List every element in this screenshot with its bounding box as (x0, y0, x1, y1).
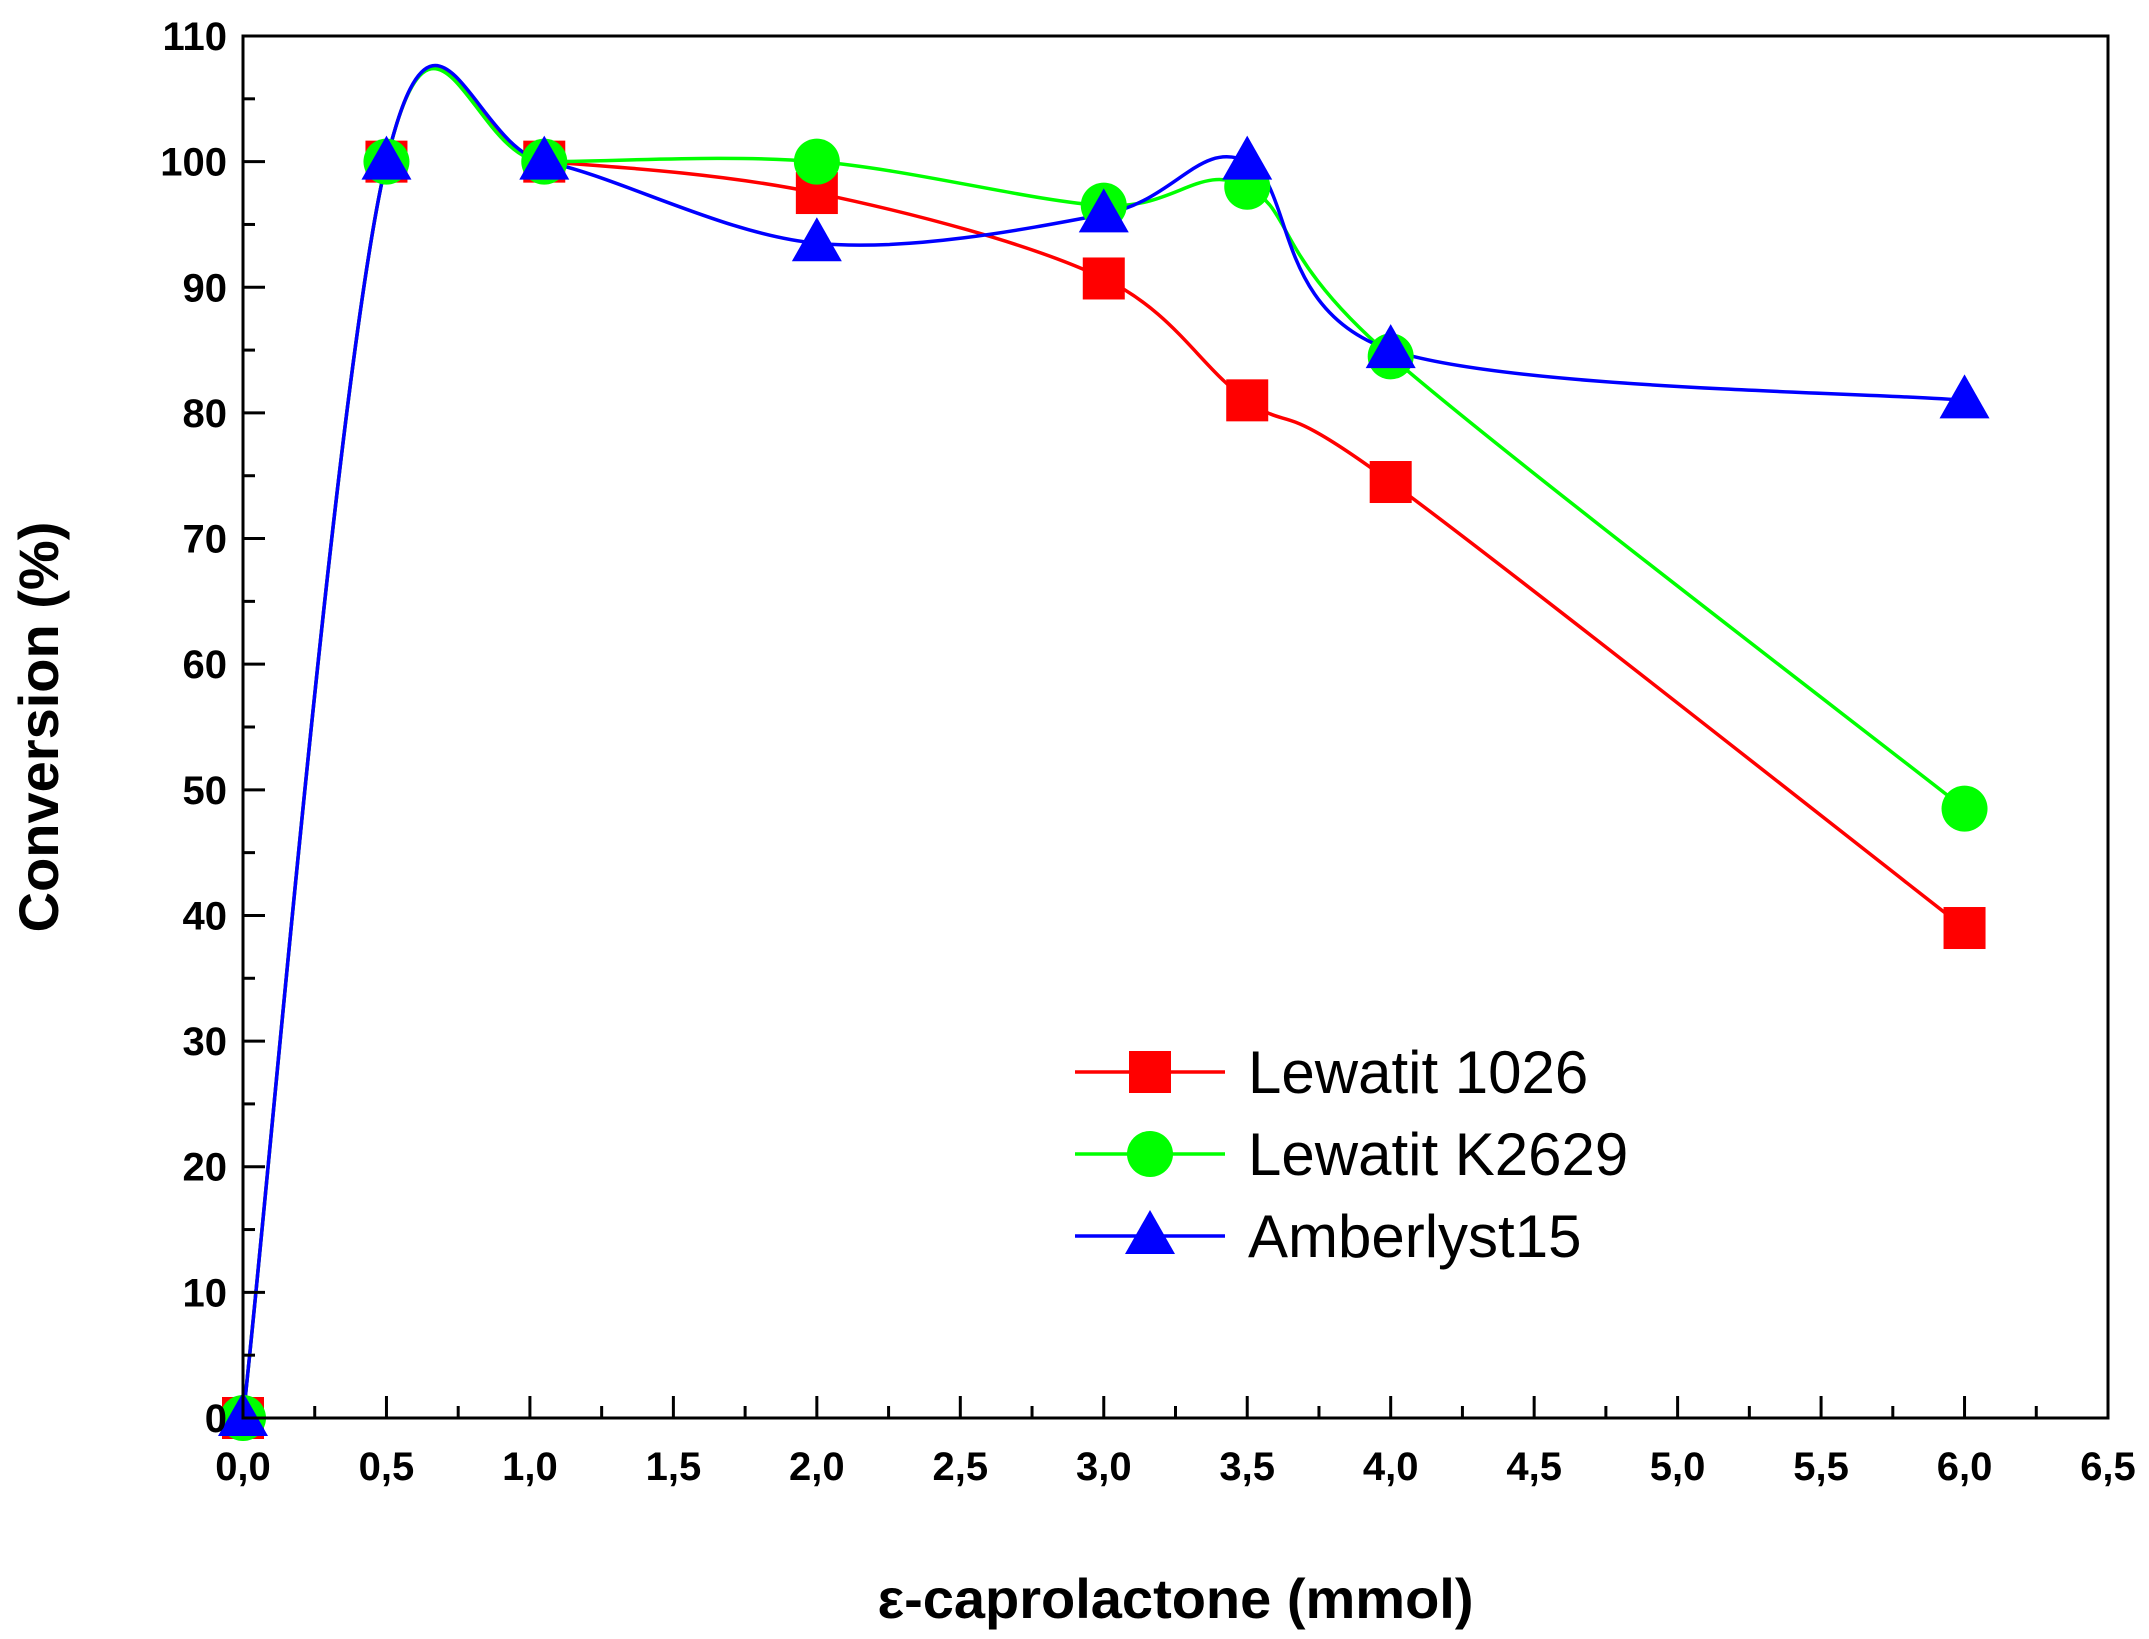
x-tick-label: 4,5 (1506, 1445, 1562, 1489)
legend-marker (1125, 1210, 1175, 1254)
y-axis-ticks: 0 10 20 30 40 50 60 70 80 90 100 110 (160, 15, 265, 1441)
y-tick-label: 20 (183, 1146, 228, 1190)
x-tick-label: 1,0 (502, 1445, 558, 1489)
x-tick-label: 2,0 (789, 1445, 845, 1489)
data-point-series-0 (1369, 461, 1412, 504)
x-tick-label: 4,0 (1363, 1445, 1419, 1489)
x-tick-label: 0,5 (359, 1445, 415, 1489)
y-tick-label: 110 (162, 15, 227, 59)
y-tick-label: 60 (183, 643, 228, 687)
data-point-series-2 (791, 217, 842, 262)
data-point-series-2 (1222, 135, 1273, 180)
data-point-series-0 (1082, 257, 1125, 300)
x-axis-ticks: 0,0 0,5 1,0 1,5 2,0 2,5 3,0 3,5 4,0 4,5 5,0 5,5 6,0 6… (215, 1396, 2136, 1489)
data-point-series-0 (1943, 907, 1986, 950)
y-tick-label: 80 (183, 392, 228, 436)
y-tick-label: 100 (160, 141, 227, 185)
y-tick-label: 70 (183, 518, 228, 562)
y-tick-label: 90 (183, 266, 228, 310)
y-tick-label: 10 (183, 1271, 228, 1315)
x-tick-label: 3,5 (1219, 1445, 1275, 1489)
y-tick-label: 40 (183, 894, 228, 938)
y-axis-title: Conversion (%) (7, 522, 70, 933)
x-axis-title: ε-caprolactone (mmol) (878, 1567, 1474, 1630)
data-point-series-0 (1226, 379, 1269, 422)
data-point-series-2 (519, 135, 570, 180)
legend-label: Lewatit 1026 (1248, 1039, 1588, 1106)
plot-frame (241, 34, 2110, 1420)
data-point-series-1 (1941, 785, 1988, 832)
x-tick-label: 5,5 (1793, 1445, 1849, 1489)
legend: Lewatit 1026 Lewatit K2629 Amberlyst15 (1075, 1039, 1628, 1270)
y-tick-label: 0 (205, 1397, 227, 1441)
x-tick-label: 1,5 (646, 1445, 702, 1489)
data-point-series-2 (361, 135, 412, 180)
x-tick-label: 0,0 (215, 1445, 271, 1489)
x-tick-label: 3,0 (1076, 1445, 1132, 1489)
legend-marker (1127, 1131, 1173, 1177)
legend-label: Amberlyst15 (1248, 1203, 1581, 1270)
legend-marker (1129, 1051, 1171, 1093)
data-point-series-2 (1078, 188, 1129, 233)
x-tick-label: 6,0 (1937, 1445, 1993, 1489)
legend-label: Lewatit K2629 (1248, 1121, 1628, 1188)
data-point-series-2 (1939, 374, 1990, 419)
x-tick-label: 6,5 (2080, 1445, 2136, 1489)
data-point-series-2 (1365, 324, 1416, 369)
series-markers (218, 135, 1990, 1441)
data-point-series-1 (793, 138, 840, 185)
y-tick-label: 50 (183, 769, 228, 813)
x-tick-label: 2,5 (933, 1445, 989, 1489)
x-tick-label: 5,0 (1650, 1445, 1706, 1489)
y-tick-label: 30 (183, 1020, 228, 1064)
